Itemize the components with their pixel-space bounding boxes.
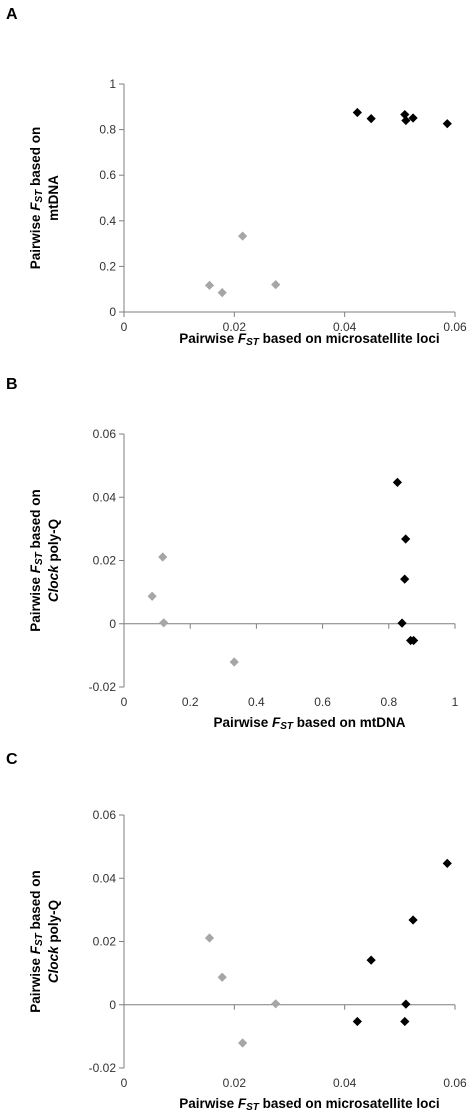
- y-tick-label: 0.6: [99, 168, 116, 182]
- y-tick-label: 0: [109, 617, 116, 631]
- x-tick-label: 0: [121, 1076, 128, 1090]
- x-tick-label: 0.04: [333, 320, 357, 334]
- data-point: [204, 933, 215, 943]
- y-tick-label: 0.04: [93, 871, 117, 885]
- panel-b: B -0.02 0 0.02 0.04 0.06 0 0.2 0.4 0.6 0.8 1 Pairwi…: [0, 370, 474, 745]
- x-tick-label: 0.8: [380, 695, 397, 709]
- x-tick-label: 0.02: [223, 320, 247, 334]
- data-point: [238, 1038, 248, 1048]
- x-tick-label: 0: [121, 695, 128, 709]
- x-axis-title: Pairwise FST based on microsatellite loc…: [179, 1096, 439, 1113]
- y-tick-label: -0.02: [89, 680, 117, 694]
- data-point: [442, 119, 452, 129]
- y-tick-label: 0.06: [93, 427, 117, 441]
- scatter-chart-b: -0.02 0 0.02 0.04 0.06 0 0.2 0.4 0.6 0.8 1 Pairwise…: [28, 427, 459, 732]
- data-point: [409, 635, 419, 646]
- y-tick-label: 0: [109, 305, 116, 319]
- y-tick-label: 0.04: [93, 490, 117, 504]
- data-point: [366, 114, 376, 124]
- data-point: [397, 618, 407, 628]
- data-point: [392, 477, 403, 487]
- data-point: [271, 280, 281, 290]
- data-point: [400, 574, 410, 584]
- data-point: [408, 113, 418, 123]
- panel-letter: A: [6, 6, 18, 23]
- panel-a: A 0 0.2 0.4 0.6 0.8 1 0 0.02 0.04 0.06 Pairwise FS…: [0, 0, 474, 370]
- y-tick-label: 0.06: [93, 808, 117, 822]
- data-point: [159, 618, 169, 628]
- panel-c: C -0.02 0 0.02 0.04 0.06 0 0.02 0.04 0.06 Pairwis…: [0, 745, 474, 1119]
- x-tick-label: 0.6: [314, 695, 331, 709]
- data-point: [352, 107, 362, 118]
- data-point: [408, 915, 418, 925]
- x-tick-label: 0: [121, 320, 128, 334]
- y-tick-label: 0.02: [93, 935, 117, 949]
- y-axis-title-line: Pairwise FST based on: [28, 489, 45, 632]
- x-tick-label: 0.2: [182, 695, 199, 709]
- y-tick-label: -0.02: [89, 1061, 117, 1075]
- data-point: [147, 591, 157, 601]
- data-point: [217, 288, 227, 298]
- data-point: [442, 858, 452, 868]
- data-point: [352, 1016, 362, 1027]
- data-point: [401, 999, 411, 1009]
- y-tick-label: 0: [109, 998, 116, 1012]
- data-point: [400, 109, 410, 120]
- data-point: [401, 534, 411, 544]
- y-axis-title-line: mtDNA: [46, 175, 61, 221]
- y-tick-label: 0.4: [99, 214, 116, 228]
- data-point: [204, 280, 215, 290]
- y-tick-label: 0.8: [99, 123, 116, 137]
- scatter-chart-c: -0.02 0 0.02 0.04 0.06 0 0.02 0.04 0.06 Pairwise …: [28, 808, 467, 1113]
- y-axis-title-line: Clock poly-Q: [46, 900, 61, 983]
- data-point: [158, 552, 168, 562]
- y-axis-title-line: Pairwise FST based on: [28, 870, 45, 1013]
- x-tick-label: 0.06: [443, 1076, 467, 1090]
- x-axis-title: Pairwise FST based on microsatellite loc…: [179, 331, 439, 348]
- data-point: [229, 657, 239, 667]
- data-point: [401, 115, 411, 126]
- data-point: [238, 231, 248, 241]
- x-tick-label: 0.4: [248, 695, 265, 709]
- x-axis-title: Pairwise FST based on mtDNA: [213, 715, 405, 732]
- y-tick-label: 0.2: [99, 259, 116, 273]
- data-point: [366, 955, 376, 965]
- x-tick-label: 0.04: [333, 1076, 357, 1090]
- y-tick-label: 1: [109, 77, 116, 91]
- y-tick-label: 0.02: [93, 554, 117, 568]
- data-point: [400, 1016, 410, 1027]
- x-tick-label: 1: [452, 695, 459, 709]
- panel-letter: B: [6, 376, 18, 393]
- panel-letter: C: [6, 751, 18, 768]
- x-tick-label: 0.02: [223, 1076, 247, 1090]
- y-axis-title-line: Pairwise FST based on: [28, 127, 45, 270]
- data-point: [271, 999, 281, 1009]
- x-tick-label: 0.06: [443, 320, 467, 334]
- y-axis-title-line: Clock poly-Q: [46, 519, 61, 602]
- data-point: [217, 972, 227, 982]
- scatter-chart-a: 0 0.2 0.4 0.6 0.8 1 0 0.02 0.04 0.06 Pairwise FST …: [28, 77, 467, 348]
